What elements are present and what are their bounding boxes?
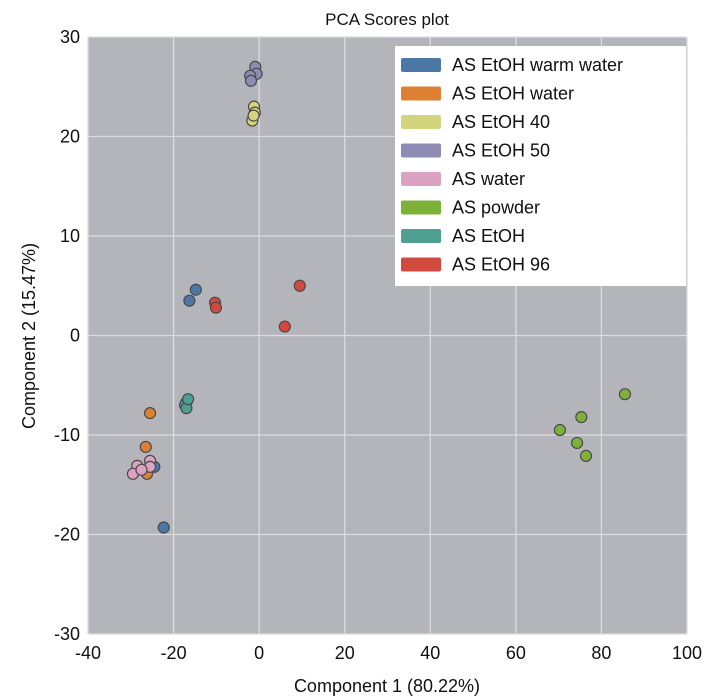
data-point	[143, 407, 157, 420]
y-tick-label: -30	[54, 624, 80, 644]
x-tick-label: 0	[254, 643, 264, 663]
series-6	[179, 393, 195, 415]
y-tick-label: 30	[60, 27, 80, 47]
data-point	[189, 283, 202, 296]
data-point	[293, 279, 306, 292]
data-point	[278, 320, 291, 333]
x-tick-label: 60	[506, 643, 526, 663]
x-tick-label: 40	[420, 643, 440, 663]
data-point	[553, 423, 567, 437]
y-tick-label: 0	[70, 326, 80, 346]
x-tick-label: -40	[75, 643, 101, 663]
legend-label: AS water	[452, 169, 525, 189]
data-point	[209, 301, 223, 314]
data-point	[579, 449, 593, 462]
series-4	[126, 454, 157, 480]
legend-swatch	[401, 115, 441, 129]
x-axis-label: Component 1 (80.22%)	[294, 676, 480, 696]
chart-title: PCA Scores plot	[325, 10, 449, 29]
legend-label: AS EtOH	[452, 226, 525, 246]
data-point	[244, 74, 258, 87]
grid-lines	[87, 36, 688, 635]
legend-label: AS EtOH 96	[452, 255, 550, 275]
x-tick-label: -20	[161, 643, 187, 663]
data-point	[183, 294, 196, 307]
legend-label: AS EtOH 40	[452, 112, 550, 132]
data-points	[126, 60, 632, 534]
legend-swatch	[401, 257, 441, 272]
legend-label: AS EtOH water	[452, 84, 574, 104]
legend: AS EtOH warm water AS EtOH water AS EtOH 4…	[395, 46, 686, 286]
y-tick-label: -10	[54, 425, 80, 445]
x-tick-label: 100	[672, 643, 702, 663]
y-axis-ticks: -30 -20 -10 0 10 20 30	[54, 27, 80, 644]
x-axis-ticks: -40 -20 0 20 40 60 80 100	[75, 643, 702, 663]
series-5	[553, 388, 632, 462]
data-point	[182, 393, 195, 406]
legend-swatch	[401, 143, 441, 158]
legend-label: AS EtOH 50	[452, 141, 550, 161]
x-tick-label: 80	[591, 643, 611, 663]
legend-swatch	[401, 229, 441, 243]
legend-swatch	[401, 200, 441, 215]
legend-swatch	[401, 172, 441, 186]
data-point	[570, 436, 584, 450]
data-point	[575, 410, 588, 424]
series-3	[244, 60, 263, 87]
legend-box	[395, 46, 686, 286]
y-tick-label: -20	[54, 525, 80, 545]
series-2	[246, 100, 261, 127]
y-tick-label: 20	[60, 127, 80, 147]
legend-label: AS EtOH warm water	[452, 55, 623, 75]
x-tick-label: 20	[335, 643, 355, 663]
data-point	[247, 109, 260, 122]
data-point	[157, 521, 170, 534]
y-tick-label: 10	[60, 226, 80, 246]
legend-label: AS powder	[452, 198, 540, 218]
series-7	[208, 279, 306, 333]
legend-swatch	[401, 58, 441, 72]
data-point	[135, 463, 148, 476]
legend-swatch	[401, 86, 441, 101]
data-point	[618, 388, 632, 401]
data-point	[139, 440, 152, 454]
y-axis-label: Component 2 (15.47%)	[19, 243, 39, 429]
